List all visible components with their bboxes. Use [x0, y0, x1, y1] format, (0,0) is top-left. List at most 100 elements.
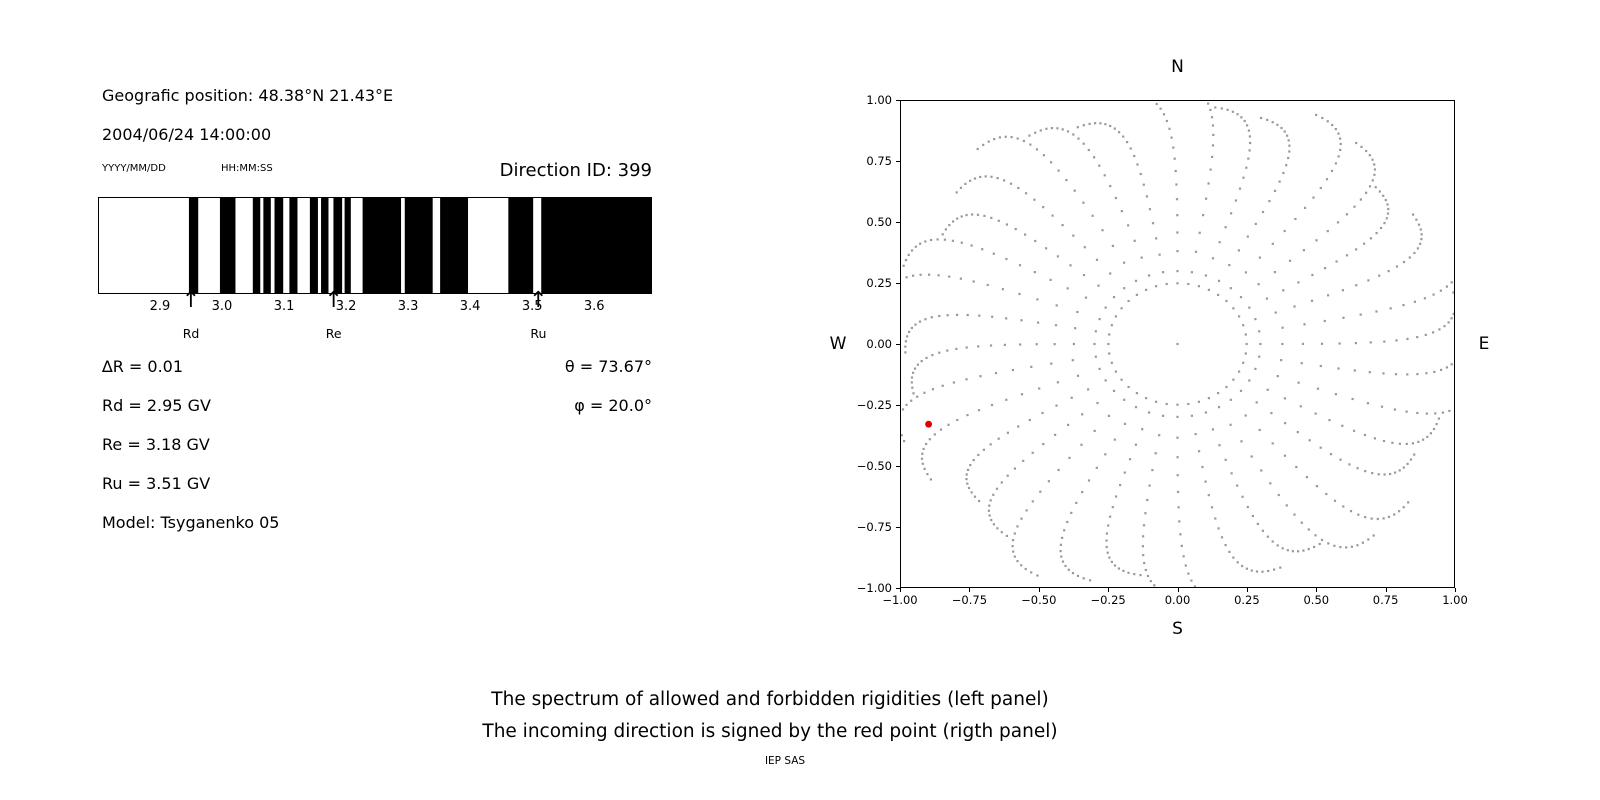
asymptotic-dot	[1105, 532, 1108, 535]
asymptotic-dot	[1127, 571, 1130, 574]
asymptotic-dot	[1211, 144, 1215, 147]
asymptotic-dot	[1245, 567, 1248, 570]
asymptotic-dot	[967, 486, 971, 490]
asymptotic-dot	[1255, 401, 1258, 404]
x-tick-mark	[1246, 588, 1248, 592]
asymptotic-dot	[970, 244, 973, 247]
allowed-band	[333, 198, 343, 293]
asymptotic-dot	[1217, 279, 1221, 282]
inner-ring-dot	[1145, 288, 1148, 291]
asymptotic-dot	[1217, 406, 1221, 409]
asymptotic-dot	[996, 177, 999, 180]
asymptotic-dot	[1271, 442, 1274, 445]
asymptotic-dot	[972, 459, 975, 462]
asymptotic-dot	[1111, 506, 1114, 509]
asymptotic-dot	[1141, 545, 1144, 548]
asymptotic-dot	[901, 408, 905, 411]
asymptotic-dot	[921, 462, 924, 465]
asymptotic-dot	[924, 318, 927, 321]
inner-ring-dot	[1145, 397, 1148, 400]
asymptotic-dot	[1447, 321, 1450, 324]
asymptotic-dot	[955, 191, 958, 194]
asymptotic-dot	[946, 349, 949, 352]
asymptotic-dot	[1315, 113, 1318, 116]
asymptotic-dot	[1076, 374, 1080, 377]
asymptotic-dot	[1236, 484, 1239, 487]
asymptotic-dot	[1243, 119, 1246, 123]
inner-ring-dot	[1187, 402, 1190, 406]
asymptotic-dot	[1385, 217, 1388, 220]
asymptotic-dot	[1323, 319, 1326, 323]
asymptotic-dot	[1159, 107, 1162, 110]
asymptotic-dot	[1168, 127, 1171, 130]
rd-value: Rd = 2.95 GV	[102, 396, 211, 415]
inner-ring-dot	[1225, 385, 1228, 389]
x-tick-label: 0.75	[1372, 593, 1399, 607]
asymptotic-dot	[1057, 169, 1060, 172]
asymptotic-dot	[1029, 143, 1032, 146]
asymptotic-dot	[956, 313, 959, 316]
asymptotic-dot	[1028, 134, 1031, 137]
asymptotic-dot	[1240, 440, 1243, 443]
x-tick-label: 1.00	[1442, 593, 1468, 607]
asymptotic-dot	[1284, 422, 1287, 425]
asymptotic-dot	[1270, 412, 1273, 415]
asymptotic-dot	[1407, 501, 1410, 504]
asymptotic-dot	[1066, 130, 1070, 133]
asymptotic-dot	[1194, 433, 1197, 436]
asymptotic-dot	[1255, 570, 1259, 573]
compass-west-label: W	[829, 334, 847, 354]
asymptotic-dot	[1339, 458, 1342, 461]
asymptotic-dot	[1211, 155, 1214, 158]
asymptotic-dot	[1432, 331, 1435, 334]
asymptotic-dot	[1301, 342, 1305, 345]
asymptotic-dot	[1122, 569, 1125, 572]
asymptotic-dot	[1293, 305, 1296, 308]
inner-ring-dot	[1176, 403, 1179, 406]
asymptotic-dot	[1281, 547, 1284, 550]
asymptotic-dot	[956, 418, 959, 422]
asymptotic-dot	[1109, 124, 1112, 128]
asymptotic-dot	[1283, 130, 1286, 133]
asymptotic-dot	[1393, 408, 1396, 411]
asymptotic-dot	[1420, 233, 1423, 236]
asymptotic-dot	[1224, 226, 1227, 229]
asymptotic-dot	[1071, 572, 1075, 575]
asymptotic-dot	[1236, 113, 1239, 116]
asymptotic-dot	[1024, 233, 1027, 236]
asymptotic-dot	[1151, 469, 1154, 472]
asymptotic-dot	[1011, 368, 1014, 372]
asymptotic-dot	[1271, 540, 1274, 543]
asymptotic-dot	[931, 388, 934, 391]
asymptotic-dot	[1325, 178, 1329, 181]
asymptotic-dot	[1355, 248, 1358, 251]
cutoff-markers: ↑ Rd ↑ Re ↑ Ru	[98, 290, 652, 344]
asymptotic-dot	[1019, 343, 1022, 346]
asymptotic-dot	[1331, 123, 1334, 127]
asymptotic-dot	[955, 347, 958, 350]
inner-ring-dot	[1232, 307, 1235, 310]
asymptotic-dot	[943, 238, 946, 241]
asymptotic-dot	[941, 233, 944, 236]
asymptotic-dot	[1149, 580, 1152, 583]
asymptotic-dot	[1056, 127, 1059, 130]
asymptotic-dot	[947, 423, 950, 426]
asymptotic-dot	[1013, 555, 1016, 558]
asymptotic-dot	[914, 245, 917, 248]
asymptotic-dot	[1123, 287, 1126, 290]
asymptotic-dot	[1033, 271, 1036, 274]
asymptotic-dot	[1302, 249, 1305, 252]
asymptotic-dot	[1176, 270, 1179, 273]
asymptotic-dot	[1035, 148, 1039, 151]
asymptotic-dot	[977, 409, 981, 412]
asymptotic-dot	[1282, 171, 1285, 175]
asymptotic-dot	[1402, 506, 1405, 509]
allowed-band	[541, 198, 651, 293]
asymptotic-dot	[1094, 122, 1097, 125]
asymptotic-dot	[1241, 495, 1244, 498]
asymptotic-dot	[1423, 297, 1426, 300]
x-tick-mark	[1455, 588, 1456, 592]
asymptotic-dot	[1373, 168, 1376, 171]
asymptotic-dot	[1133, 573, 1136, 576]
x-tick-label: −1.00	[882, 593, 918, 607]
